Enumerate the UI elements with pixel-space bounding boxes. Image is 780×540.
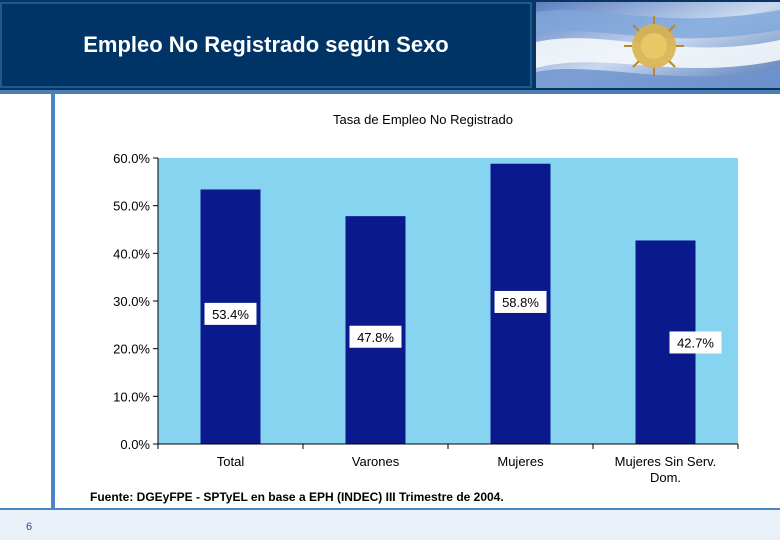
footer-line: [0, 508, 780, 510]
x-tick-label: Total: [217, 454, 245, 469]
footer-bar: [0, 508, 780, 540]
value-label: 42.7%: [677, 335, 714, 350]
chart-title: Tasa de Empleo No Registrado: [333, 112, 513, 127]
y-tick-label: 50.0%: [113, 199, 150, 214]
x-tick-label: Mujeres Sin Serv. Dom.: [615, 454, 717, 485]
value-label: 47.8%: [357, 330, 394, 345]
y-axis: 0.0% 10.0% 20.0% 30.0% 40.0% 50.0% 60.0%: [113, 151, 159, 452]
value-label-box: [349, 325, 402, 348]
value-label: 58.8%: [502, 295, 539, 310]
argentina-flag-image: [536, 2, 780, 88]
value-label-box: [204, 302, 257, 325]
x-tick-label: Varones: [352, 454, 400, 469]
value-label: 53.4%: [212, 307, 249, 322]
value-label-box: [494, 290, 547, 313]
value-label-box: [669, 331, 722, 354]
y-tick-label: 30.0%: [113, 294, 150, 309]
page-title: Empleo No Registrado según Sexo: [83, 32, 449, 57]
left-rule: [51, 94, 55, 510]
header-rule: [0, 90, 780, 94]
source-note: Fuente: DGEyFPE - SPTyEL en base a EPH (…: [90, 490, 504, 504]
x-axis: Total Varones Mujeres Mujeres Sin Serv. Dom.: [157, 443, 739, 485]
title-box: [0, 2, 532, 88]
page-number: 6: [26, 521, 33, 533]
bars: 53.4% 47.8% 58.8% 42.7%: [200, 163, 722, 444]
x-tick-label: Mujeres: [497, 454, 544, 469]
y-tick-label: 60.0%: [113, 151, 150, 166]
y-tick-label: 10.0%: [113, 389, 150, 404]
y-tick-label: 0.0%: [120, 437, 150, 452]
y-tick-label: 20.0%: [113, 342, 150, 357]
y-tick-label: 40.0%: [113, 246, 150, 261]
